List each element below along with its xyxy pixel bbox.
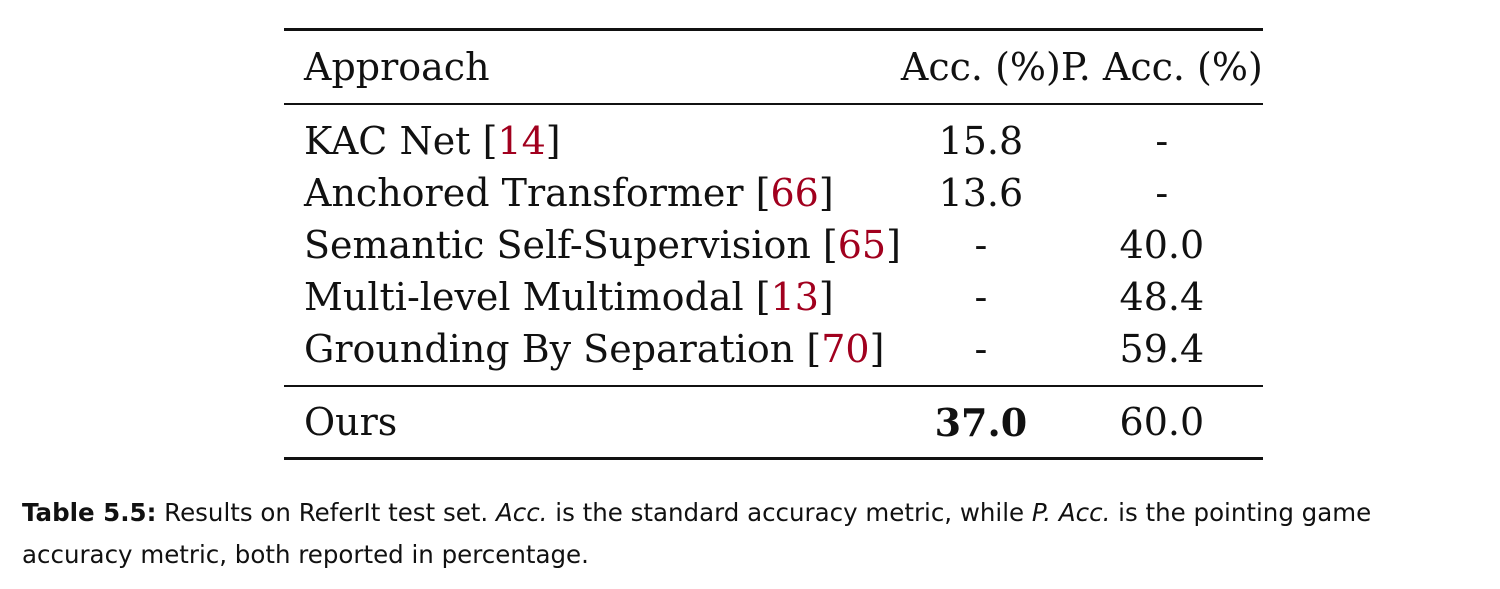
acc-cell: - [974,223,988,267]
pacc-cell: 40.0 [1119,223,1205,267]
table-row: Anchored Transformer [66] 13.6 - [284,167,1263,219]
approach-cell: KAC Net [14] [304,119,561,163]
approach-cell: Anchored Transformer [66] [304,171,834,215]
acc-cell: - [974,327,988,371]
header-pacc: P. Acc. (%) [1060,45,1263,89]
table-row: Multi-level Multimodal [13] - 48.4 [284,271,1263,323]
table-caption: Table 5.5: Results on ReferIt test set. … [22,492,1482,576]
results-table-container: Approach Acc. (%) P. Acc. (%) KAC Net [1… [284,28,1263,460]
approach-cell: Multi-level Multimodal [13] [304,275,834,319]
acc-cell: 13.6 [938,171,1024,215]
table-row: Grounding By Separation [70] - 59.4 [284,323,1263,386]
caption-italic-term: Acc. [495,498,548,527]
ours-approach-cell: Ours [304,400,398,444]
caption-text: is the pointing game accuracy metric, bo… [22,498,1372,569]
approach-name: Multi-level Multimodal [304,275,744,319]
citation-link[interactable]: 70 [821,327,870,371]
approach-name: KAC Net [304,119,471,163]
pacc-cell: - [1155,119,1169,163]
caption-text: is the standard accuracy metric, while [547,498,1032,527]
citation-link[interactable]: 13 [770,275,819,319]
table-row: KAC Net [14] 15.8 - [284,104,1263,167]
approach-name: Anchored Transformer [304,171,744,215]
pacc-cell: - [1155,171,1169,215]
approach-cell: Grounding By Separation [70] [304,327,885,371]
ours-pacc-cell: 60.0 [1119,400,1205,444]
ours-acc-cell: 37.0 [934,399,1028,445]
table-header-row: Approach Acc. (%) P. Acc. (%) [284,29,1263,105]
ours-row: Ours 37.0 60.0 [284,386,1263,459]
approach-name: Grounding By Separation [304,327,795,371]
table-row: Semantic Self-Supervision [65] - 40.0 [284,219,1263,271]
citation-link[interactable]: 66 [770,171,819,215]
pacc-cell: 59.4 [1119,327,1205,371]
caption-label: Table 5.5: [22,498,157,527]
caption-text: Results on ReferIt test set. [156,498,496,527]
citation-link[interactable]: 65 [837,223,887,267]
header-approach: Approach [304,45,490,89]
approach-cell: Semantic Self-Supervision [65] [304,223,901,267]
citation-link[interactable]: 14 [497,119,546,163]
acc-cell: - [974,275,988,319]
results-table: Approach Acc. (%) P. Acc. (%) KAC Net [1… [284,28,1263,460]
header-acc: Acc. (%) [900,45,1061,89]
acc-cell: 15.8 [938,119,1024,163]
pacc-cell: 48.4 [1119,275,1205,319]
caption-italic-term: P. Acc. [1031,498,1111,527]
approach-name: Semantic Self-Supervision [304,223,811,267]
